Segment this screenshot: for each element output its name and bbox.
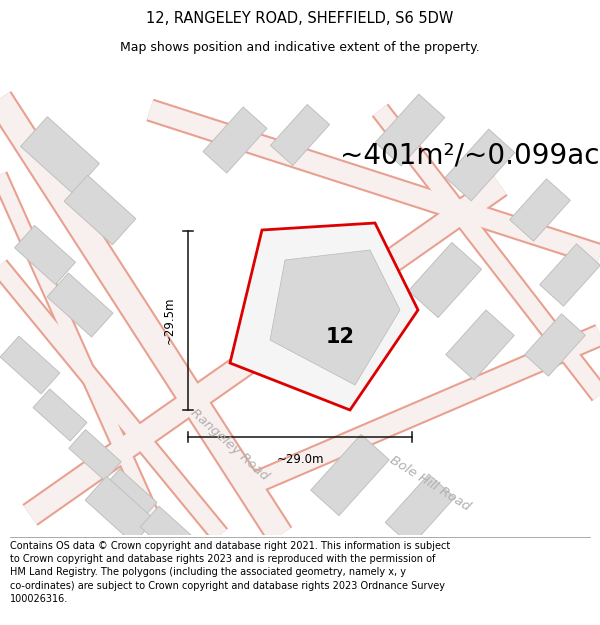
Polygon shape [14, 226, 76, 284]
Polygon shape [525, 314, 585, 376]
Polygon shape [103, 469, 157, 521]
Text: ~29.5m: ~29.5m [163, 297, 176, 344]
Polygon shape [385, 474, 455, 546]
Polygon shape [203, 107, 267, 173]
Polygon shape [140, 506, 200, 564]
Polygon shape [446, 310, 514, 380]
Polygon shape [271, 104, 329, 166]
Text: Map shows position and indicative extent of the property.: Map shows position and indicative extent… [120, 41, 480, 54]
Polygon shape [85, 476, 155, 544]
Text: 12, RANGELEY ROAD, SHEFFIELD, S6 5DW: 12, RANGELEY ROAD, SHEFFIELD, S6 5DW [146, 11, 454, 26]
Polygon shape [230, 223, 418, 410]
Polygon shape [409, 242, 482, 318]
Polygon shape [33, 389, 87, 441]
Polygon shape [0, 336, 60, 394]
Text: ~29.0m: ~29.0m [276, 453, 324, 466]
Polygon shape [540, 244, 600, 306]
Polygon shape [254, 258, 366, 372]
Polygon shape [64, 175, 136, 245]
Text: Contains OS data © Crown copyright and database right 2021. This information is : Contains OS data © Crown copyright and d… [10, 541, 450, 604]
Polygon shape [20, 117, 100, 193]
Polygon shape [445, 129, 515, 201]
Text: 12: 12 [325, 327, 355, 347]
Polygon shape [375, 94, 445, 166]
Polygon shape [510, 179, 570, 241]
Polygon shape [69, 429, 121, 481]
Text: Bole Hill Road: Bole Hill Road [388, 453, 473, 513]
Text: Rangeley Road: Rangeley Road [188, 407, 272, 483]
Polygon shape [270, 250, 400, 385]
Text: ~401m²/~0.099ac.: ~401m²/~0.099ac. [340, 141, 600, 169]
Polygon shape [311, 434, 389, 516]
Polygon shape [47, 273, 113, 337]
